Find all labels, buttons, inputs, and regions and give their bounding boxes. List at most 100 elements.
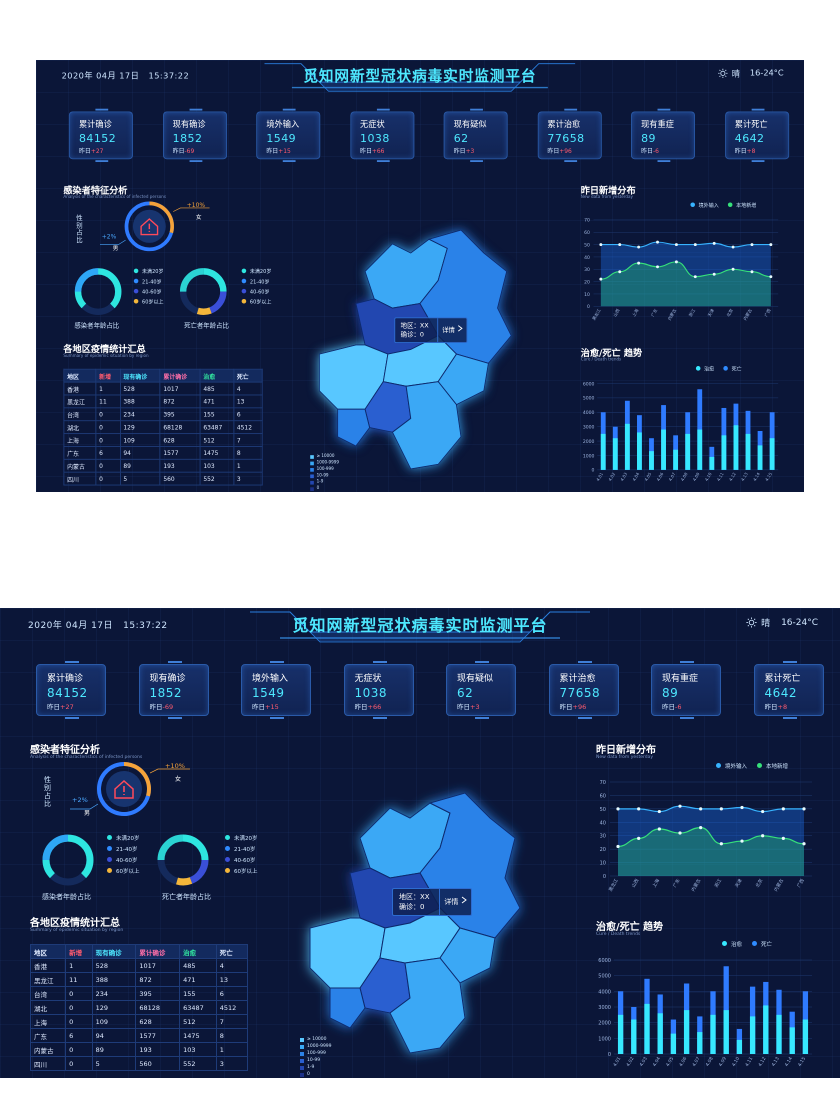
bar-cure[interactable] <box>670 1033 677 1054</box>
data-point[interactable] <box>599 277 603 281</box>
bar-cure[interactable] <box>733 425 739 470</box>
data-point[interactable] <box>699 807 703 811</box>
detail-button[interactable]: 详情 <box>439 889 471 915</box>
table-row[interactable]: 台湾 0 234 395 155 6 <box>29 986 249 1001</box>
table-row[interactable]: 广东 6 94 1577 1475 8 <box>29 1028 249 1043</box>
data-point[interactable] <box>637 245 641 249</box>
bar-cure[interactable] <box>721 435 727 470</box>
stat-card[interactable]: 现有确诊 1852 昨日-69 <box>138 661 209 719</box>
bar-cure[interactable] <box>745 433 751 470</box>
bar-cure[interactable] <box>649 451 654 470</box>
data-point[interactable] <box>616 844 620 849</box>
data-point[interactable] <box>769 243 773 247</box>
bar-cure[interactable] <box>697 429 703 470</box>
bar-cure[interactable] <box>600 433 606 470</box>
data-point[interactable] <box>657 809 661 814</box>
stat-card[interactable]: 现有疑似 62 昨日+3 <box>446 661 516 719</box>
bar-cure[interactable] <box>631 1019 637 1054</box>
table-row[interactable]: 黑龙江 11 388 872 471 13 <box>29 972 249 987</box>
map-region[interactable] <box>329 987 366 1029</box>
data-point[interactable] <box>719 842 723 846</box>
table-row[interactable]: 香港 1 528 1017 485 4 <box>63 381 263 396</box>
data-point[interactable] <box>802 842 806 846</box>
bar-cure[interactable] <box>723 1010 729 1054</box>
table-row[interactable]: 内蒙古 0 89 193 103 1 <box>29 1042 249 1057</box>
bar-cure[interactable] <box>683 1010 690 1054</box>
table-row[interactable]: 湖北 0 129 68128 63487 4512 <box>63 420 263 435</box>
data-point[interactable] <box>731 267 735 271</box>
map-region[interactable] <box>439 927 496 984</box>
bar-cure[interactable] <box>709 456 715 470</box>
bar-cure[interactable] <box>763 1005 769 1054</box>
data-point[interactable] <box>740 839 744 843</box>
bar-cure[interactable] <box>624 423 630 470</box>
stat-card[interactable]: 境外输入 1549 昨日+15 <box>256 108 321 163</box>
data-point[interactable] <box>618 270 622 274</box>
table-row[interactable]: 上海 0 109 628 512 7 <box>63 433 263 447</box>
bar-cure[interactable] <box>657 1013 663 1054</box>
table-row[interactable]: 香港 1 528 1017 485 4 <box>29 958 249 973</box>
data-point[interactable] <box>712 272 716 276</box>
data-point[interactable] <box>693 275 697 279</box>
data-point[interactable] <box>674 243 678 247</box>
table-row[interactable]: 四川 0 5 560 552 3 <box>29 1056 249 1071</box>
data-point[interactable] <box>761 809 765 814</box>
stat-card[interactable]: 累计死亡 4642 昨日+8 <box>753 661 824 719</box>
data-point[interactable] <box>657 827 661 831</box>
data-point[interactable] <box>731 245 735 249</box>
bar-cure[interactable] <box>710 1014 716 1054</box>
data-point[interactable] <box>769 275 773 279</box>
map-region[interactable] <box>337 408 371 447</box>
stat-card[interactable]: 累计确诊 84152 昨日+27 <box>68 108 133 163</box>
stat-card[interactable]: 境外输入 1549 昨日+15 <box>241 661 311 719</box>
table-row[interactable]: 湖北 0 129 68128 63487 4512 <box>29 1000 249 1015</box>
bar-cure[interactable] <box>776 1014 782 1054</box>
map-region[interactable] <box>391 381 462 470</box>
bar-cure[interactable] <box>673 449 679 470</box>
stat-card[interactable]: 无症状 1038 昨日+66 <box>343 661 414 719</box>
bar-cure[interactable] <box>697 1032 703 1054</box>
data-point[interactable] <box>616 807 620 811</box>
stat-card[interactable]: 现有重症 89 昨日-6 <box>631 108 695 163</box>
stat-card[interactable]: 现有重症 89 昨日-6 <box>651 661 721 719</box>
data-point[interactable] <box>750 270 754 274</box>
data-point[interactable] <box>781 807 785 811</box>
data-point[interactable] <box>678 804 682 808</box>
bar-cure[interactable] <box>617 1014 624 1054</box>
stat-card[interactable]: 累计治愈 77658 昨日+96 <box>537 108 602 163</box>
bar-death[interactable] <box>723 966 729 1054</box>
data-point[interactable] <box>618 243 622 247</box>
data-point[interactable] <box>678 831 682 835</box>
table-row[interactable]: 台湾 0 234 395 155 6 <box>63 407 263 422</box>
bar-cure[interactable] <box>612 438 618 470</box>
stat-card[interactable]: 现有疑似 62 昨日+3 <box>443 108 508 163</box>
data-point[interactable] <box>719 807 723 811</box>
data-point[interactable] <box>656 265 659 269</box>
data-point[interactable] <box>674 260 678 264</box>
data-point[interactable] <box>802 807 806 811</box>
bar-cure[interactable] <box>644 1003 650 1054</box>
stat-card[interactable]: 无症状 1038 昨日+66 <box>349 108 414 163</box>
bar-cure[interactable] <box>757 445 763 470</box>
stat-card[interactable]: 累计治愈 77658 昨日+96 <box>548 661 619 719</box>
stat-card[interactable]: 累计确诊 84152 昨日+27 <box>36 661 106 719</box>
data-point[interactable] <box>599 243 603 247</box>
bar-cure[interactable] <box>802 1019 809 1054</box>
data-point[interactable] <box>637 807 641 811</box>
bar-cure[interactable] <box>661 429 666 470</box>
bar-cure[interactable] <box>749 1016 756 1054</box>
data-point[interactable] <box>781 836 785 840</box>
table-row[interactable]: 黑龙江 11 388 872 471 13 <box>63 394 263 409</box>
table-row[interactable]: 广东 6 94 1577 1475 8 <box>63 445 263 460</box>
table-row[interactable]: 上海 0 109 628 512 7 <box>29 1014 249 1029</box>
data-point[interactable] <box>761 834 765 838</box>
data-point[interactable] <box>637 836 641 840</box>
data-point[interactable] <box>699 826 703 830</box>
bar-cure[interactable] <box>637 432 642 470</box>
map-region[interactable] <box>437 353 489 406</box>
bar-cure[interactable] <box>769 438 775 470</box>
bar-cure[interactable] <box>736 1039 743 1054</box>
data-point[interactable] <box>712 241 716 245</box>
data-point[interactable] <box>740 805 744 810</box>
detail-button[interactable]: 详情 <box>437 318 466 343</box>
